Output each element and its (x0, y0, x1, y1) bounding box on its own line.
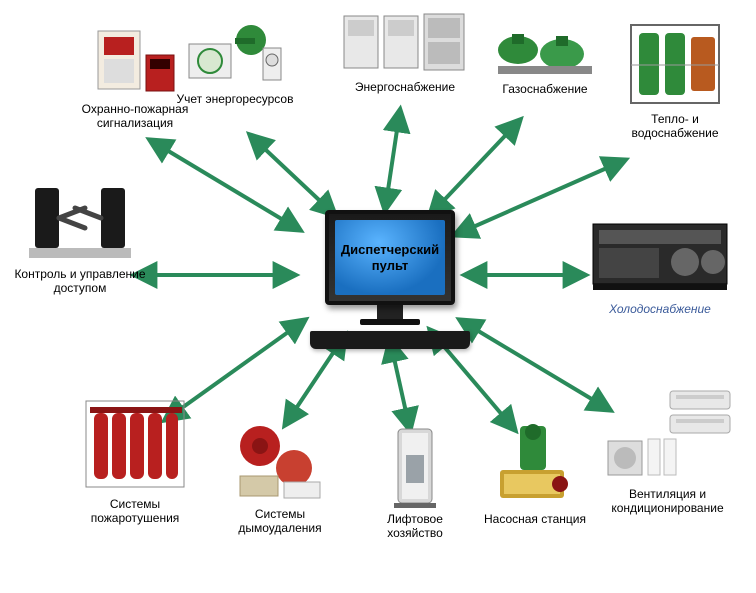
node-hvac: Вентиляция и кондиционирование (590, 385, 745, 516)
node-power: Энергоснабжение (330, 8, 480, 94)
node-label: Лифтовое хозяйство (360, 512, 470, 541)
cylinders-icon (80, 395, 190, 495)
ac-units-icon (598, 385, 738, 485)
fans-icon (230, 420, 330, 505)
turnstile-icon (25, 180, 135, 265)
node-label: Вентиляция и кондиционирование (590, 487, 745, 516)
boiler-icon (625, 15, 725, 110)
pump-green-icon (490, 420, 580, 510)
node-label: Холодоснабжение (609, 302, 711, 316)
node-label: Учет энергоресурсов (177, 92, 294, 106)
node-gas: Газоснабжение (480, 20, 610, 96)
center-label: Диспетчерский пульт (335, 220, 445, 295)
tube-icon (380, 425, 450, 510)
node-fire-supp: Системы пожаротушения (70, 395, 200, 526)
node-heat-water: Тепло- и водоснабжение (615, 15, 735, 141)
node-smoke: Системы дымоудаления (220, 420, 340, 536)
center-console: Диспетчерский пульт (310, 210, 470, 349)
node-label: Системы дымоудаления (220, 507, 340, 536)
pumps-green-icon (490, 20, 600, 80)
node-energy-meter: Учет энергоресурсов (175, 20, 295, 106)
node-label: Тепло- и водоснабжение (615, 112, 735, 141)
node-elevator: Лифтовое хозяйство (360, 425, 470, 541)
node-access: Контроль и управление доступом (10, 180, 150, 296)
node-label: Системы пожаротушения (70, 497, 200, 526)
panel-red-icon (90, 25, 180, 100)
chiller-icon (585, 210, 735, 300)
cabinets-icon (340, 8, 470, 78)
node-label: Газоснабжение (502, 82, 587, 96)
node-label: Энергоснабжение (355, 80, 455, 94)
node-label: Насосная станция (484, 512, 586, 526)
node-cooling: Холодоснабжение (580, 210, 740, 316)
node-pump: Насосная станция (480, 420, 590, 526)
meters-icon (185, 20, 285, 90)
node-label: Контроль и управление доступом (10, 267, 150, 296)
dispatch-diagram: Диспетчерский пульт Охранно-пожарная сиг… (0, 0, 756, 593)
